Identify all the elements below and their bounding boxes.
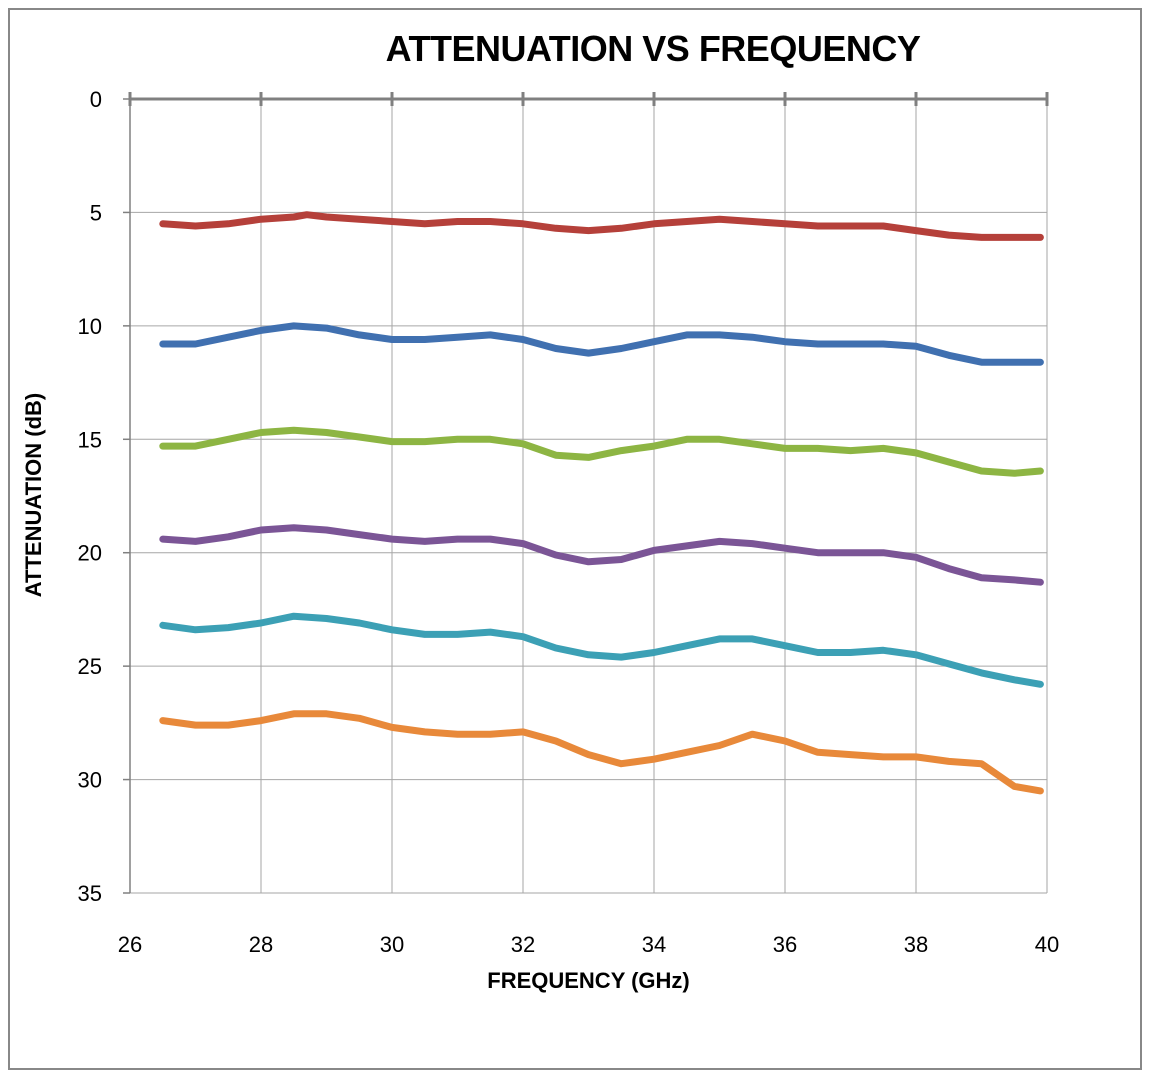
y-tick-label: 20 (78, 541, 102, 566)
series-line-6 (159, 710, 1044, 795)
x-axis-label: FREQUENCY (GHz) (487, 968, 690, 993)
x-tick-label: 36 (773, 932, 797, 957)
x-tick-label: 32 (511, 932, 535, 957)
y-tick-label: 0 (90, 87, 102, 112)
y-tick-label: 15 (78, 427, 102, 452)
y-tick-label: 35 (78, 881, 102, 906)
x-tick-label: 38 (904, 932, 928, 957)
x-tick-label: 26 (118, 932, 142, 957)
y-tick-label: 25 (78, 654, 102, 679)
series-line-2 (159, 322, 1044, 366)
x-tick-label: 40 (1035, 932, 1059, 957)
y-tick-label: 5 (90, 200, 102, 225)
series-line-4 (159, 524, 1044, 586)
series-line-5 (159, 612, 1044, 688)
y-tick-label: 30 (78, 768, 102, 793)
x-tick-label: 30 (380, 932, 404, 957)
series-line-1 (159, 211, 1044, 241)
y-tick-label: 10 (78, 314, 102, 339)
series-line-3 (159, 426, 1044, 477)
chart-title: ATTENUATION VS FREQUENCY (385, 28, 921, 69)
x-tick-label: 34 (642, 932, 666, 957)
x-tick-label: 28 (249, 932, 273, 957)
